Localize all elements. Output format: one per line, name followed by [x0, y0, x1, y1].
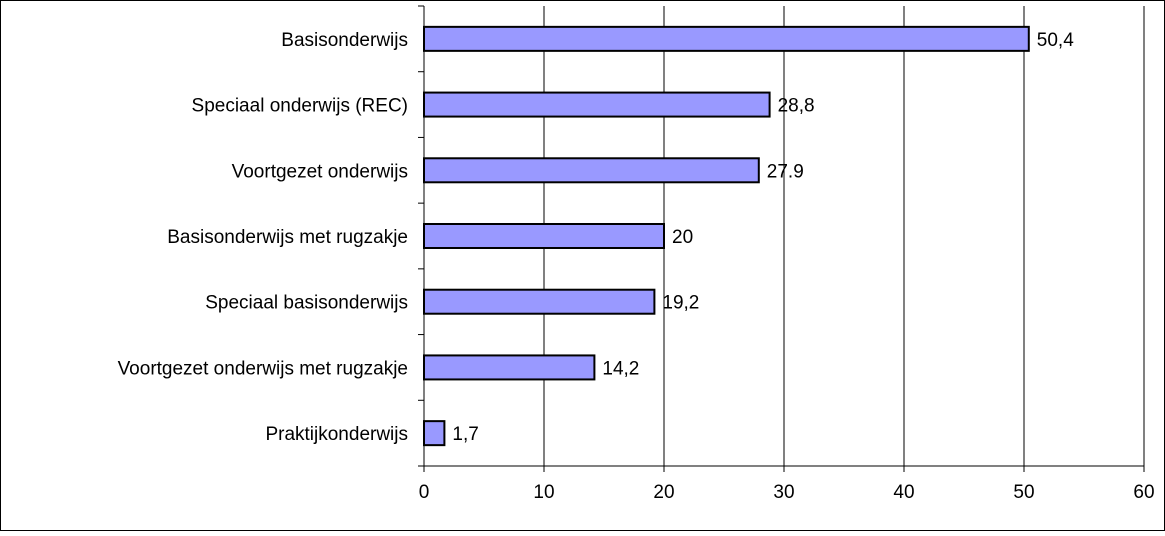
data-label: 20: [672, 227, 693, 248]
bar: [423, 354, 596, 381]
data-label: 28,8: [778, 96, 815, 117]
data-label: 1,7: [452, 424, 478, 445]
labels: 0 10 20 30 40 50 60 Basisonderwijs 50,4 Speciaal …: [118, 30, 1155, 503]
x-tick-label: 0: [419, 482, 430, 503]
category-label: Praktijkonderwijs: [265, 424, 408, 445]
data-label: 27.9: [767, 161, 804, 182]
bar: [423, 223, 665, 249]
bar: [423, 420, 446, 447]
category-label: Speciaal onderwijs (REC): [192, 96, 408, 117]
data-label: 14,2: [602, 358, 639, 379]
data-label: 19,2: [662, 293, 699, 314]
x-tick-label: 10: [533, 482, 554, 503]
category-label: Voortgezet onderwijs met rugzakje: [118, 358, 408, 379]
data-label: 50,4: [1037, 30, 1074, 51]
x-tick-label: 50: [1013, 482, 1034, 503]
x-tick-label: 60: [1133, 482, 1154, 503]
bar: [423, 288, 656, 315]
bars: [423, 25, 1030, 447]
category-label: Basisonderwijs met rugzakje: [167, 227, 408, 248]
gridlines: [543, 6, 1145, 466]
bar: [423, 25, 1030, 52]
x-tick-label: 40: [893, 482, 914, 503]
x-tick-label: 30: [773, 482, 794, 503]
axes: [418, 5, 1145, 472]
bar: [423, 157, 760, 184]
category-label: Speciaal basisonderwijs: [205, 293, 408, 314]
category-label: Basisonderwijs: [281, 30, 408, 51]
bar: [423, 91, 771, 118]
x-tick-label: 20: [653, 482, 674, 503]
category-label: Voortgezet onderwijs: [232, 161, 408, 182]
